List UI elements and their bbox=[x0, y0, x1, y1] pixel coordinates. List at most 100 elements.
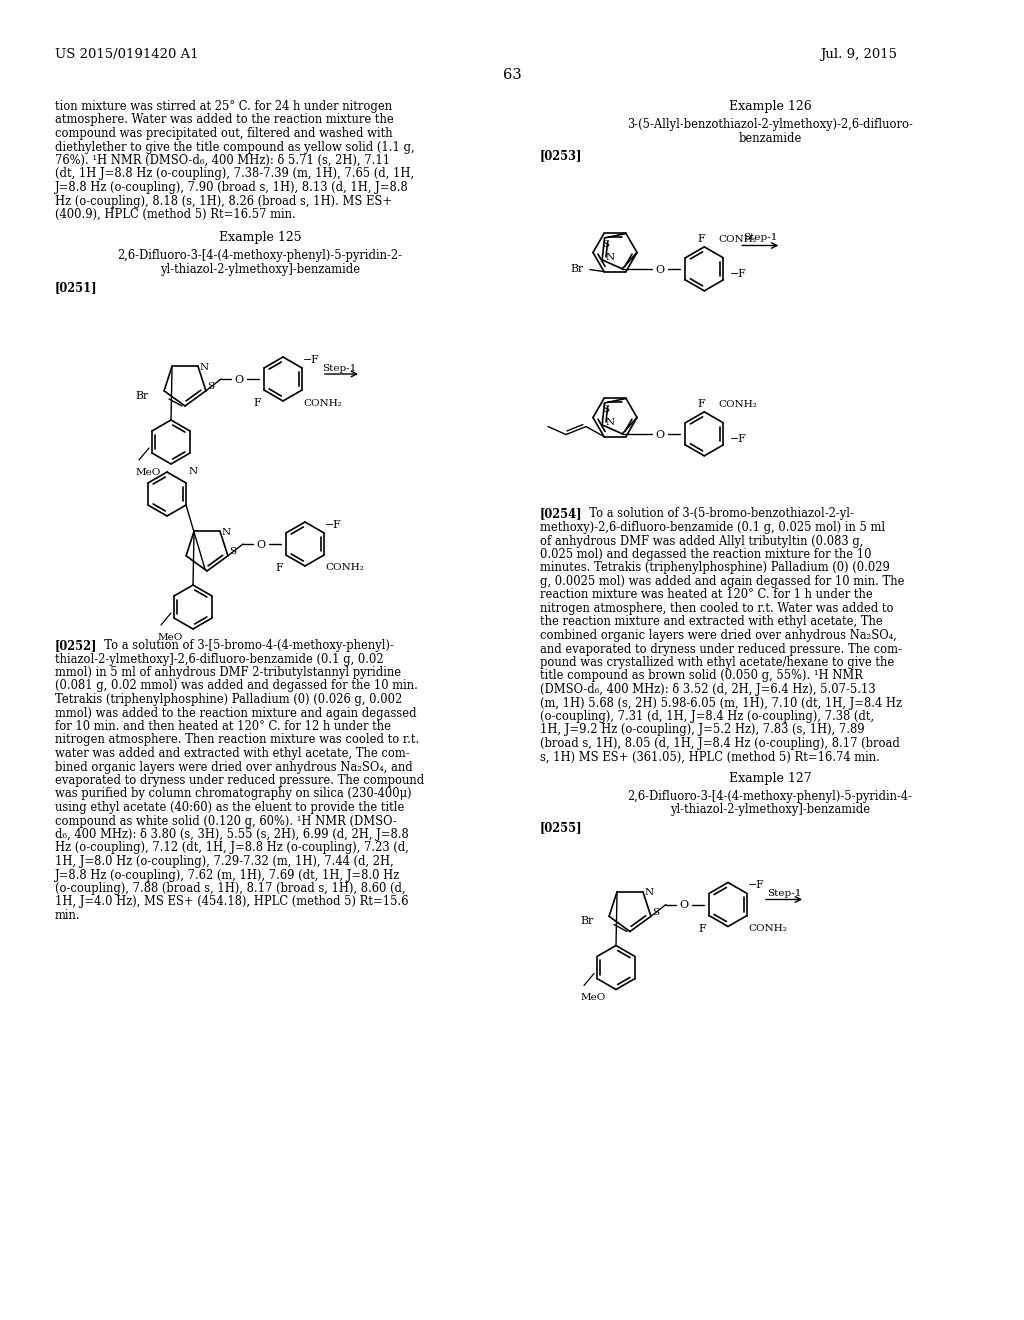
Text: J=8.8 Hz (o-coupling), 7.62 (m, 1H), 7.69 (dt, 1H, J=8.0 Hz: J=8.8 Hz (o-coupling), 7.62 (m, 1H), 7.6… bbox=[55, 869, 400, 882]
Text: min.: min. bbox=[55, 909, 81, 921]
Text: reaction mixture was heated at 120° C. for 1 h under the: reaction mixture was heated at 120° C. f… bbox=[540, 589, 872, 602]
Text: CONH₂: CONH₂ bbox=[718, 400, 757, 409]
Text: N: N bbox=[200, 363, 209, 372]
Text: nitrogen atmosphere. Then reaction mixture was cooled to r.t.: nitrogen atmosphere. Then reaction mixtu… bbox=[55, 734, 419, 747]
Text: O: O bbox=[256, 540, 265, 550]
Text: d₆, 400 MHz): δ 3.80 (s, 3H), 5.55 (s, 2H), 6.99 (d, 2H, J=8.8: d₆, 400 MHz): δ 3.80 (s, 3H), 5.55 (s, 2… bbox=[55, 828, 409, 841]
Text: for 10 min. and then heated at 120° C. for 12 h under the: for 10 min. and then heated at 120° C. f… bbox=[55, 719, 391, 733]
Text: S: S bbox=[602, 240, 609, 249]
Text: was purified by column chromatography on silica (230-400μ): was purified by column chromatography on… bbox=[55, 788, 412, 800]
Text: CONH₂: CONH₂ bbox=[303, 399, 342, 408]
Text: (o-coupling), 7.88 (broad s, 1H), 8.17 (broad s, 1H), 8.60 (d,: (o-coupling), 7.88 (broad s, 1H), 8.17 (… bbox=[55, 882, 406, 895]
Text: [0253]: [0253] bbox=[540, 149, 583, 162]
Text: pound was crystallized with ethyl acetate/hexane to give the: pound was crystallized with ethyl acetat… bbox=[540, 656, 894, 669]
Text: N: N bbox=[645, 888, 654, 898]
Text: CONH₂: CONH₂ bbox=[718, 235, 757, 244]
Text: diethylether to give the title compound as yellow solid (1.1 g,: diethylether to give the title compound … bbox=[55, 140, 415, 153]
Text: atmosphere. Water was added to the reaction mixture the: atmosphere. Water was added to the react… bbox=[55, 114, 394, 127]
Text: Jul. 9, 2015: Jul. 9, 2015 bbox=[820, 48, 897, 61]
Text: nitrogen atmosphere, then cooled to r.t. Water was added to: nitrogen atmosphere, then cooled to r.t.… bbox=[540, 602, 894, 615]
Text: −F: −F bbox=[730, 269, 748, 279]
Text: Hz (o-coupling), 7.12 (dt, 1H, J=8.8 Hz (o-coupling), 7.23 (d,: Hz (o-coupling), 7.12 (dt, 1H, J=8.8 Hz … bbox=[55, 842, 409, 854]
Text: Example 125: Example 125 bbox=[219, 231, 301, 244]
Text: N: N bbox=[189, 467, 198, 477]
Text: s, 1H) MS ES+ (361.05), HPLC (method 5) Rt=16.74 min.: s, 1H) MS ES+ (361.05), HPLC (method 5) … bbox=[540, 751, 880, 763]
Text: 1H, J=4.0 Hz), MS ES+ (454.18), HPLC (method 5) Rt=15.6: 1H, J=4.0 Hz), MS ES+ (454.18), HPLC (me… bbox=[55, 895, 409, 908]
Text: To a solution of 3-[5-bromo-4-(4-methoxy-phenyl)-: To a solution of 3-[5-bromo-4-(4-methoxy… bbox=[97, 639, 394, 652]
Text: F: F bbox=[697, 399, 706, 409]
Text: [0251]: [0251] bbox=[55, 281, 97, 294]
Text: benzamide: benzamide bbox=[738, 132, 802, 144]
Text: thiazol-2-ylmethoxy]-2,6-difluoro-benzamide (0.1 g, 0.02: thiazol-2-ylmethoxy]-2,6-difluoro-benzam… bbox=[55, 652, 384, 665]
Text: Br: Br bbox=[581, 916, 594, 927]
Text: 0.025 mol) and degassed the reaction mixture for the 10: 0.025 mol) and degassed the reaction mix… bbox=[540, 548, 871, 561]
Text: title compound as brown solid (0.050 g, 55%). ¹H NMR: title compound as brown solid (0.050 g, … bbox=[540, 669, 863, 682]
Text: CONH₂: CONH₂ bbox=[325, 564, 364, 573]
Text: Hz (o-coupling), 8.18 (s, 1H), 8.26 (broad s, 1H). MS ES+: Hz (o-coupling), 8.18 (s, 1H), 8.26 (bro… bbox=[55, 194, 392, 207]
Text: US 2015/0191420 A1: US 2015/0191420 A1 bbox=[55, 48, 199, 61]
Text: mmol) in 5 ml of anhydrous DMF 2-tributylstannyl pyridine: mmol) in 5 ml of anhydrous DMF 2-tributy… bbox=[55, 667, 401, 678]
Text: (dt, 1H J=8.8 Hz (o-coupling), 7.38-7.39 (m, 1H), 7.65 (d, 1H,: (dt, 1H J=8.8 Hz (o-coupling), 7.38-7.39… bbox=[55, 168, 414, 181]
Text: CONH₂: CONH₂ bbox=[748, 924, 786, 933]
Text: 76%). ¹H NMR (DMSO-d₆, 400 MHz): δ 5.71 (s, 2H), 7.11: 76%). ¹H NMR (DMSO-d₆, 400 MHz): δ 5.71 … bbox=[55, 154, 390, 168]
Text: −F: −F bbox=[325, 520, 342, 531]
Text: S: S bbox=[207, 383, 214, 391]
Text: Step-1: Step-1 bbox=[322, 364, 356, 374]
Text: S: S bbox=[229, 548, 237, 556]
Text: minutes. Tetrakis (triphenylphosphine) Palladium (0) (0.029: minutes. Tetrakis (triphenylphosphine) P… bbox=[540, 561, 890, 574]
Text: (400.9), HPLC (method 5) Rt=16.57 min.: (400.9), HPLC (method 5) Rt=16.57 min. bbox=[55, 209, 296, 220]
Text: N: N bbox=[222, 528, 231, 537]
Text: Example 126: Example 126 bbox=[729, 100, 811, 114]
Text: To a solution of 3-(5-bromo-benzothiazol-2-yl-: To a solution of 3-(5-bromo-benzothiazol… bbox=[582, 507, 854, 520]
Text: F: F bbox=[697, 234, 706, 244]
Text: MeO: MeO bbox=[158, 634, 183, 642]
Text: using ethyl acetate (40:60) as the eluent to provide the title: using ethyl acetate (40:60) as the eluen… bbox=[55, 801, 404, 814]
Text: [0255]: [0255] bbox=[540, 821, 583, 834]
Text: F: F bbox=[253, 399, 261, 408]
Text: (m, 1H) 5.68 (s, 2H) 5.98-6.05 (m, 1H), 7.10 (dt, 1H, J=8.4 Hz: (m, 1H) 5.68 (s, 2H) 5.98-6.05 (m, 1H), … bbox=[540, 697, 902, 710]
Text: O: O bbox=[655, 265, 665, 275]
Text: O: O bbox=[234, 375, 244, 385]
Text: combined organic layers were dried over anhydrous Na₂SO₄,: combined organic layers were dried over … bbox=[540, 630, 897, 642]
Text: compound was precipitated out, filtered and washed with: compound was precipitated out, filtered … bbox=[55, 127, 392, 140]
Text: F: F bbox=[698, 924, 706, 933]
Text: N: N bbox=[605, 418, 614, 428]
Text: 2,6-Difluoro-3-[4-(4-methoxy-phenyl)-5-pyridin-2-: 2,6-Difluoro-3-[4-(4-methoxy-phenyl)-5-p… bbox=[118, 249, 402, 263]
Text: −F: −F bbox=[730, 434, 748, 444]
Text: −F: −F bbox=[303, 355, 319, 366]
Text: bined organic layers were dried over anhydrous Na₂SO₄, and: bined organic layers were dried over anh… bbox=[55, 760, 413, 774]
Text: Br: Br bbox=[570, 264, 584, 273]
Text: [0252]: [0252] bbox=[55, 639, 97, 652]
Text: MeO: MeO bbox=[581, 994, 606, 1002]
Text: methoxy)-2,6-difluoro-benzamide (0.1 g, 0.025 mol) in 5 ml: methoxy)-2,6-difluoro-benzamide (0.1 g, … bbox=[540, 521, 885, 535]
Text: of anhydrous DMF was added Allyl tributyltin (0.083 g,: of anhydrous DMF was added Allyl tributy… bbox=[540, 535, 863, 548]
Text: 1H, J=9.2 Hz (o-coupling), J=5.2 Hz), 7.83 (s, 1H), 7.89: 1H, J=9.2 Hz (o-coupling), J=5.2 Hz), 7.… bbox=[540, 723, 864, 737]
Text: Example 127: Example 127 bbox=[729, 772, 811, 785]
Text: mmol) was added to the reaction mixture and again degassed: mmol) was added to the reaction mixture … bbox=[55, 706, 417, 719]
Text: 63: 63 bbox=[503, 69, 521, 82]
Text: −F: −F bbox=[748, 880, 765, 891]
Text: compound as white solid (0.120 g, 60%). ¹H NMR (DMSO-: compound as white solid (0.120 g, 60%). … bbox=[55, 814, 396, 828]
Text: (o-coupling), 7.31 (d, 1H, J=8.4 Hz (o-coupling), 7.38 (dt,: (o-coupling), 7.31 (d, 1H, J=8.4 Hz (o-c… bbox=[540, 710, 874, 723]
Text: Tetrakis (triphenylphosphine) Palladium (0) (0.026 g, 0.002: Tetrakis (triphenylphosphine) Palladium … bbox=[55, 693, 402, 706]
Text: 1H, J=8.0 Hz (o-coupling), 7.29-7.32 (m, 1H), 7.44 (d, 2H,: 1H, J=8.0 Hz (o-coupling), 7.29-7.32 (m,… bbox=[55, 855, 394, 869]
Text: yl-thiazol-2-ylmethoxy]-benzamide: yl-thiazol-2-ylmethoxy]-benzamide bbox=[160, 263, 360, 276]
Text: J=8.8 Hz (o-coupling), 7.90 (broad s, 1H), 8.13 (d, 1H, J=8.8: J=8.8 Hz (o-coupling), 7.90 (broad s, 1H… bbox=[55, 181, 409, 194]
Text: Br: Br bbox=[136, 391, 150, 401]
Text: N: N bbox=[605, 253, 614, 263]
Text: F: F bbox=[275, 564, 283, 573]
Text: yl-thiazol-2-ylmethoxy]-benzamide: yl-thiazol-2-ylmethoxy]-benzamide bbox=[670, 804, 870, 817]
Text: O: O bbox=[655, 430, 665, 440]
Text: S: S bbox=[602, 405, 609, 414]
Text: [0254]: [0254] bbox=[540, 507, 583, 520]
Text: g, 0.0025 mol) was added and again degassed for 10 min. The: g, 0.0025 mol) was added and again degas… bbox=[540, 576, 904, 587]
Text: (DMSO-d₆, 400 MHz): δ 3.52 (d, 2H, J=6.4 Hz), 5.07-5.13: (DMSO-d₆, 400 MHz): δ 3.52 (d, 2H, J=6.4… bbox=[540, 682, 876, 696]
Text: and evaporated to dryness under reduced pressure. The com-: and evaporated to dryness under reduced … bbox=[540, 643, 902, 656]
Text: (0.081 g, 0.02 mmol) was added and degassed for the 10 min.: (0.081 g, 0.02 mmol) was added and degas… bbox=[55, 680, 418, 693]
Text: MeO: MeO bbox=[135, 469, 161, 477]
Text: evaporated to dryness under reduced pressure. The compound: evaporated to dryness under reduced pres… bbox=[55, 774, 424, 787]
Text: S: S bbox=[652, 908, 659, 917]
Text: Step-1: Step-1 bbox=[767, 890, 801, 899]
Text: tion mixture was stirred at 25° C. for 24 h under nitrogen: tion mixture was stirred at 25° C. for 2… bbox=[55, 100, 392, 114]
Text: the reaction mixture and extracted with ethyl acetate, The: the reaction mixture and extracted with … bbox=[540, 615, 883, 628]
